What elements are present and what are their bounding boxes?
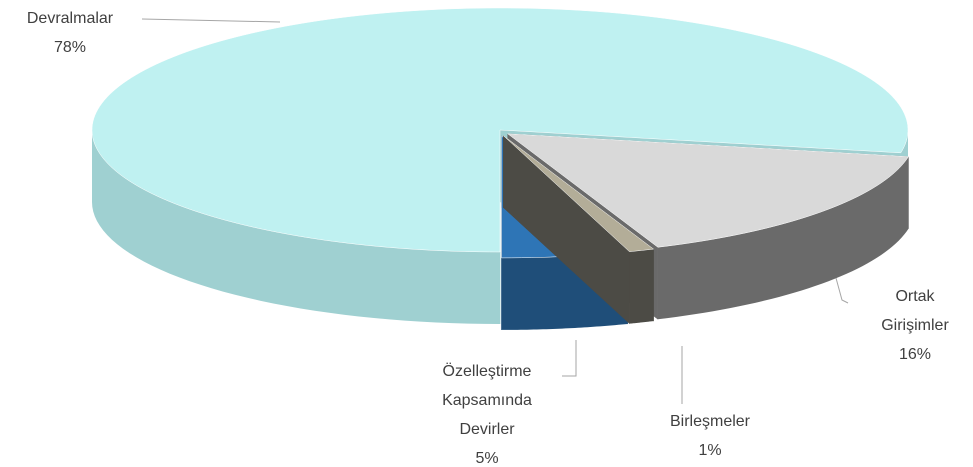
value-label: 5% — [475, 450, 499, 467]
slice-side — [629, 249, 654, 324]
data-label: Özelleştirme Kapsamında Devirler 5% — [422, 357, 552, 467]
slice-side — [657, 156, 909, 320]
slice-top — [506, 133, 909, 248]
value-label: 78% — [53, 39, 87, 56]
slice-side — [92, 130, 500, 324]
category-label: Özelleştirme Kapsamında Devirler — [442, 363, 532, 438]
data-label: Birleşmeler 1% — [640, 407, 780, 465]
slice-top — [503, 135, 655, 252]
leader-line — [141, 18, 281, 23]
leader-line — [835, 277, 849, 304]
slice-top — [91, 7, 909, 253]
category-label: Devralmalar — [26, 10, 114, 27]
data-label: Devralmalar 78% — [0, 4, 140, 62]
value-label: 1% — [698, 442, 722, 459]
slice — [503, 135, 655, 325]
category-label: Ortak Girişimler — [881, 288, 949, 334]
leader-line — [562, 340, 577, 377]
value-label: 16% — [898, 346, 932, 363]
category-label: Birleşmeler — [669, 413, 750, 430]
data-label: Ortak Girişimler 16% — [865, 282, 965, 369]
